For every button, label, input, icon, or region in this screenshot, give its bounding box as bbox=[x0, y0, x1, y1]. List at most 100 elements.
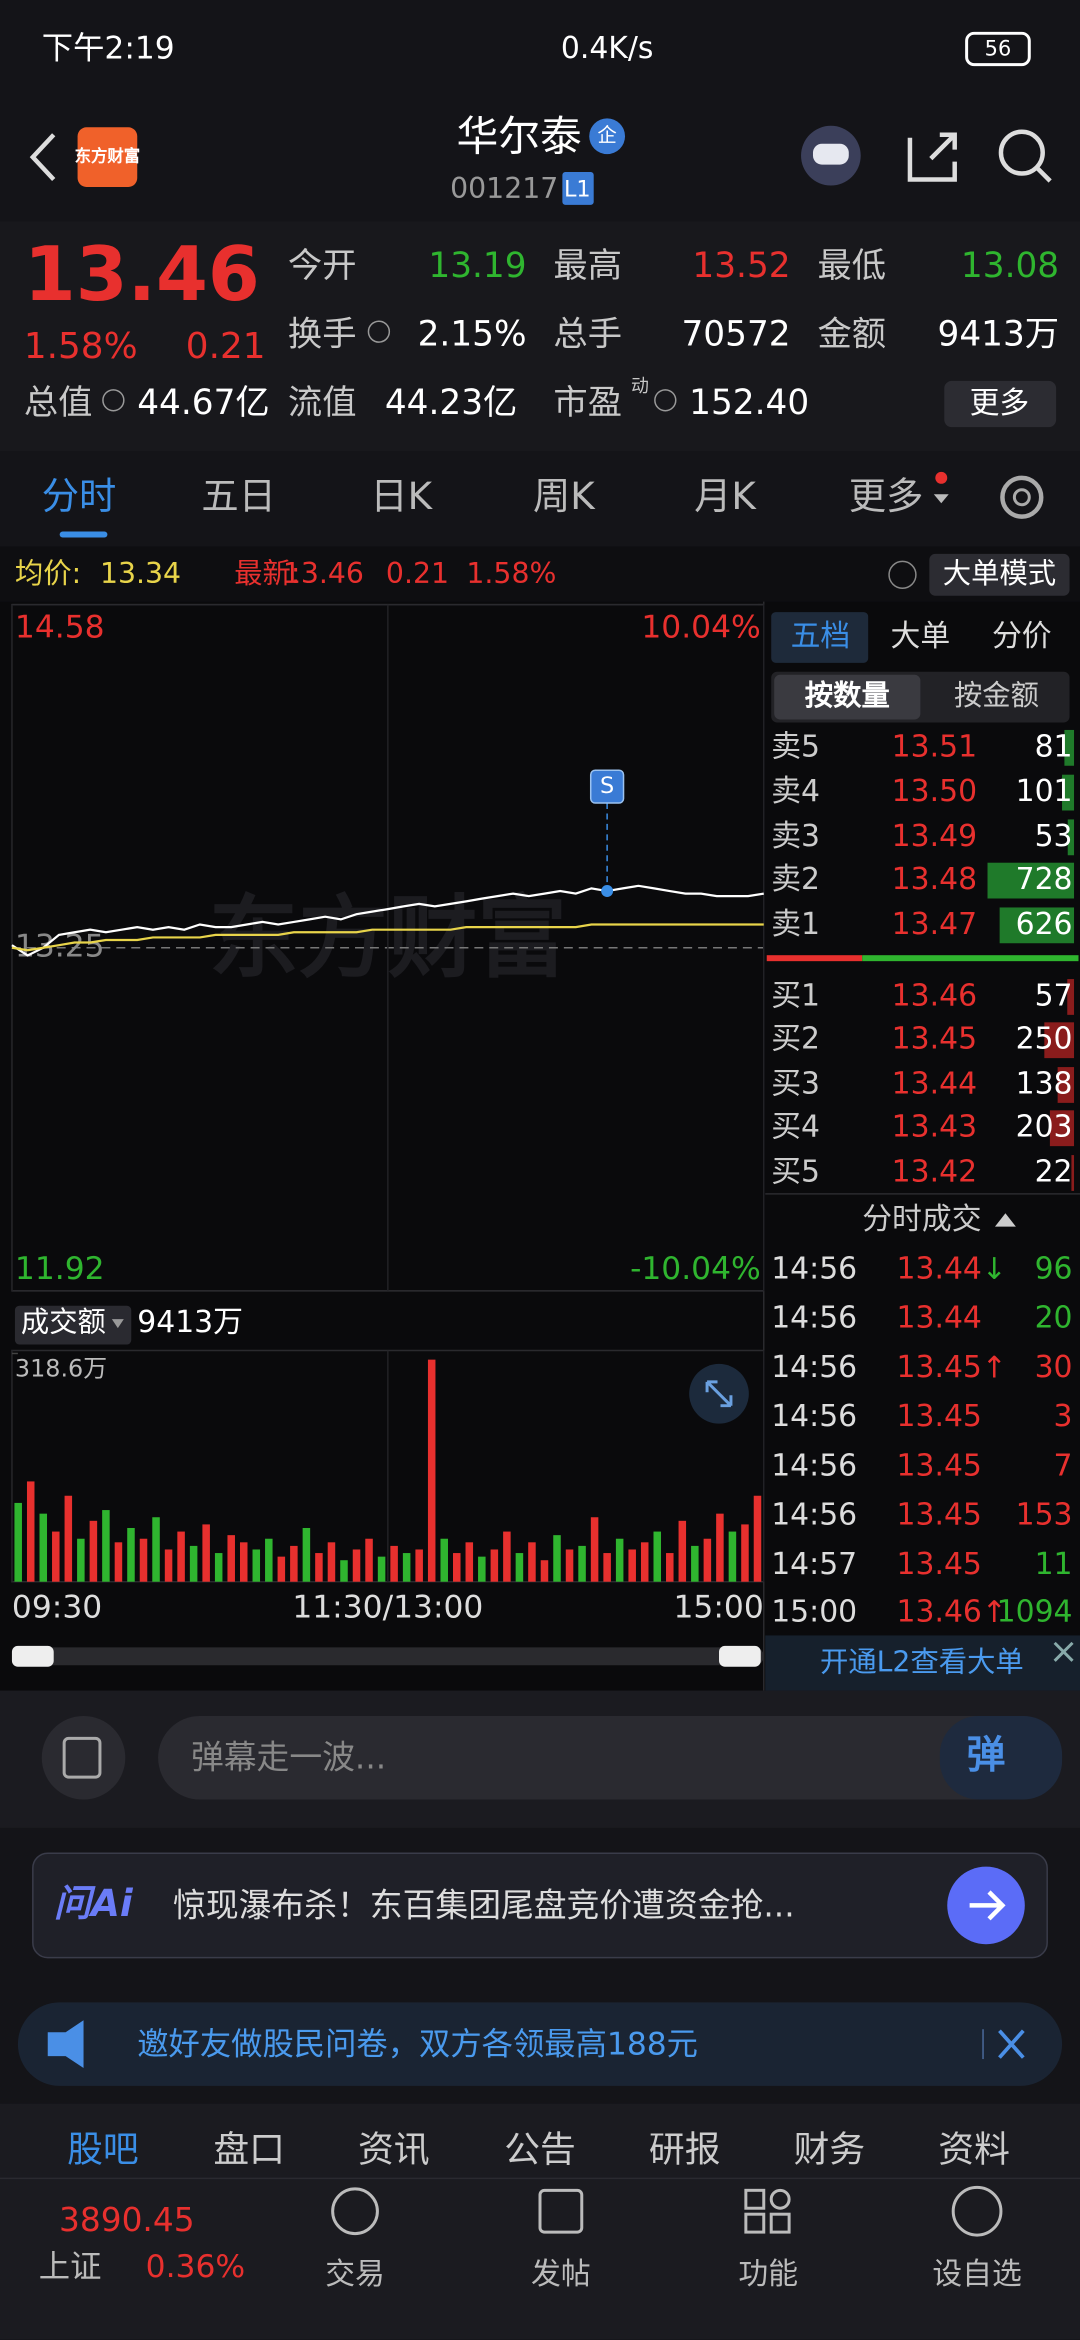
l2-link[interactable]: 开通L2查看大单 bbox=[820, 1646, 1024, 1679]
book-label: 卖3 bbox=[771, 819, 820, 854]
info-icon bbox=[102, 389, 125, 412]
volume-bar bbox=[177, 1531, 185, 1582]
depth-bar bbox=[1064, 729, 1075, 766]
section-tab[interactable]: 资料 bbox=[938, 2130, 1010, 2171]
volume-bar bbox=[265, 1538, 273, 1582]
help-icon[interactable] bbox=[888, 560, 917, 589]
nav-item[interactable]: 设自选 bbox=[932, 2257, 1021, 2292]
mode-button-label[interactable]: 大单模式 bbox=[943, 557, 1056, 590]
level-bg bbox=[562, 172, 594, 205]
logo: 东方财富 bbox=[75, 147, 141, 166]
volume-bar bbox=[352, 1549, 361, 1582]
avatar-face bbox=[812, 143, 849, 165]
l2-bar[interactable] bbox=[765, 1635, 1080, 1691]
section-tab[interactable]: 股吧 bbox=[67, 2130, 139, 2171]
index-value: 3890.45 bbox=[59, 2201, 195, 2239]
search-icon[interactable] bbox=[998, 129, 1045, 176]
share-icon[interactable] bbox=[907, 132, 957, 182]
ai-text[interactable]: 惊现瀑布杀！东百集团尾盘竞价遭资金抢... bbox=[173, 1886, 795, 1924]
volume-bar bbox=[440, 1538, 448, 1582]
trade-time: 14:56 bbox=[771, 1301, 857, 1336]
post-icon[interactable] bbox=[538, 2188, 584, 2234]
trade-price: 13.46↑ bbox=[897, 1595, 1007, 1630]
field-value: 2.15% bbox=[418, 315, 527, 355]
more-button[interactable] bbox=[944, 380, 1057, 428]
danmu-send[interactable] bbox=[939, 1715, 1063, 1800]
volume-bar bbox=[52, 1531, 60, 1582]
scrollbar[interactable] bbox=[11, 1647, 764, 1666]
quote-panel bbox=[0, 221, 1080, 451]
mode-button[interactable] bbox=[929, 553, 1070, 596]
tab[interactable]: 周K bbox=[533, 474, 596, 518]
avg-label: 均价: bbox=[15, 557, 81, 590]
tab[interactable]: 月K bbox=[694, 474, 757, 518]
tab[interactable]: 分时 bbox=[42, 474, 117, 518]
close-icon[interactable] bbox=[1053, 1641, 1074, 1662]
mode-active bbox=[774, 674, 921, 720]
tab[interactable]: 五日 bbox=[201, 474, 276, 518]
trade-volume: 30 bbox=[1035, 1350, 1073, 1385]
book-tab[interactable]: 大单 bbox=[891, 619, 951, 654]
volume-bar bbox=[553, 1535, 561, 1582]
y2-tick-label: 10.04% bbox=[641, 610, 760, 646]
volume-bar bbox=[152, 1517, 160, 1582]
book-tab[interactable]: 五档 bbox=[791, 619, 851, 654]
field-value: 70572 bbox=[681, 315, 790, 355]
book-label: 卖5 bbox=[771, 729, 820, 764]
func-icon[interactable] bbox=[744, 2188, 766, 2210]
more-button-label[interactable]: 更多 bbox=[970, 386, 1030, 421]
sort-icon bbox=[994, 1213, 1016, 1227]
banner[interactable] bbox=[17, 2002, 1063, 2086]
trade-time: 14:57 bbox=[771, 1547, 857, 1582]
badge: 企 bbox=[597, 124, 616, 147]
depth-bar bbox=[999, 907, 1075, 944]
ai-card[interactable] bbox=[32, 1852, 1048, 1959]
red-dot bbox=[935, 471, 948, 484]
stock-code: 001217 bbox=[450, 172, 558, 205]
volume-bar bbox=[528, 1542, 536, 1582]
marker-box[interactable] bbox=[589, 769, 625, 804]
nav-item[interactable]: 交易 bbox=[325, 2257, 385, 2292]
watch-icon[interactable] bbox=[951, 2185, 1003, 2237]
trade-price: 13.45 bbox=[897, 1448, 982, 1483]
section-tab[interactable]: 公告 bbox=[504, 2130, 576, 2171]
settings-icon[interactable] bbox=[1000, 475, 1044, 519]
danmu-placeholder[interactable]: 弹幕走一波... bbox=[191, 1739, 386, 1777]
danmu-input[interactable] bbox=[158, 1715, 1063, 1800]
section-tab[interactable]: 研报 bbox=[649, 2130, 721, 2171]
danmu-button[interactable]: 弹 bbox=[967, 1733, 1006, 1778]
book-volume: 22 bbox=[1035, 1154, 1073, 1189]
banner-close[interactable] bbox=[998, 2029, 1025, 2059]
danmu-icon[interactable] bbox=[41, 1715, 126, 1800]
net-speed: 0.4K/s bbox=[561, 31, 654, 66]
tab[interactable]: 更多 bbox=[849, 474, 924, 518]
book-mode[interactable]: 按数量 bbox=[805, 679, 890, 712]
banner-text[interactable]: 邀好友做股民问卷，双方各领最高188元 bbox=[137, 2027, 698, 2063]
volume-bar bbox=[252, 1549, 261, 1582]
volume-bar bbox=[578, 1545, 586, 1582]
nav-item[interactable]: 功能 bbox=[738, 2257, 798, 2292]
book-price: 13.44 bbox=[892, 1066, 977, 1101]
tab[interactable]: 日K bbox=[370, 474, 433, 518]
section-tab[interactable]: 盘口 bbox=[213, 2130, 285, 2171]
last-price: 13.46 bbox=[24, 231, 260, 318]
section-tab[interactable]: 资讯 bbox=[358, 2130, 430, 2171]
volume-select[interactable] bbox=[14, 1305, 132, 1345]
trade-icon[interactable] bbox=[331, 2187, 379, 2236]
trade-volume: 11 bbox=[1035, 1547, 1073, 1582]
nav-item[interactable]: 发帖 bbox=[531, 2257, 591, 2292]
trades-title: 分时成交 bbox=[862, 1202, 981, 1237]
scroll-handle-left[interactable] bbox=[11, 1645, 54, 1667]
ai-logo: 问Ai bbox=[54, 1881, 134, 1925]
book-mode[interactable]: 按金额 bbox=[954, 679, 1039, 712]
scroll-handle-right[interactable] bbox=[719, 1645, 761, 1667]
book-label: 买3 bbox=[771, 1066, 820, 1101]
book-volume: 101 bbox=[1016, 774, 1073, 809]
book-tab[interactable]: 分价 bbox=[992, 619, 1052, 654]
section-tab[interactable]: 财务 bbox=[794, 2130, 866, 2171]
back-icon[interactable] bbox=[29, 133, 56, 182]
volume-bar bbox=[415, 1549, 423, 1582]
last-price-small: 13.46 bbox=[283, 557, 364, 590]
volume-bar bbox=[691, 1545, 699, 1582]
